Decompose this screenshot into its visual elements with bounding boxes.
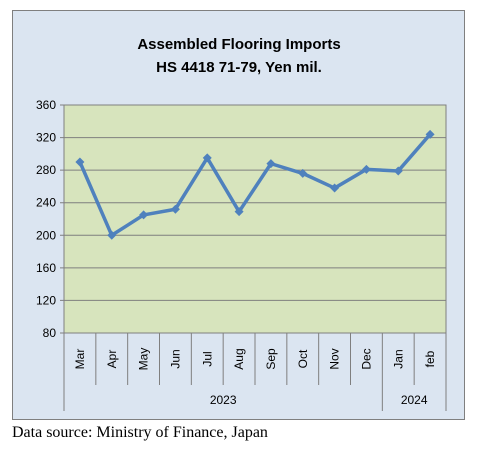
x-tick-label-may: May	[137, 348, 151, 371]
data-point-jul	[202, 153, 212, 163]
y-tick-label-120: 120	[36, 293, 56, 307]
data-point-dec	[361, 164, 371, 174]
data-point-apr	[107, 230, 117, 240]
y-tick-label-320: 320	[36, 131, 56, 145]
x-tick-label-jul: Jul	[200, 351, 214, 366]
data-source-note: Data source: Ministry of Finance, Japan	[12, 424, 268, 441]
data-point-jun	[170, 204, 180, 214]
year-label-2023: 2023	[210, 393, 237, 407]
data-point-nov	[330, 183, 340, 193]
plot-area	[63, 104, 447, 334]
x-tick-label-jan: Jan	[391, 349, 405, 368]
y-tick-label-360: 360	[36, 98, 56, 112]
chart-subtitle: HS 4418 71-79, Yen mil.	[156, 59, 322, 76]
series-line-0	[78, 133, 432, 238]
data-point-mar	[75, 157, 85, 167]
x-axis-year-groups: 2023 2024	[63, 385, 447, 411]
x-tick-label-jun: Jun	[168, 349, 182, 368]
x-axis-ticks: Mar Apr May Jun Jul Aug Sep Oct Nov Dec Jan feb	[63, 333, 447, 385]
chart-title: Assembled Flooring Imports	[137, 36, 340, 53]
data-point-jan	[393, 166, 403, 176]
y-tick-label-200: 200	[36, 228, 56, 242]
chart-frame: Assembled Flooring Imports HS 4418 71-79…	[12, 10, 465, 420]
line-chart: Assembled Flooring Imports HS 4418 71-79…	[36, 36, 447, 411]
year-label-2024: 2024	[401, 393, 428, 407]
data-point-may	[139, 210, 149, 220]
y-axis-ticks: 80 120 160 200 240 280 320 360	[36, 98, 56, 340]
x-tick-label-oct: Oct	[296, 349, 310, 368]
y-tick-label-240: 240	[36, 196, 56, 210]
data-point-aug	[234, 207, 244, 217]
x-tick-label-dec: Dec	[359, 348, 373, 369]
x-tick-label-mar: Mar	[73, 349, 87, 370]
x-tick-label-sep: Sep	[264, 348, 278, 370]
x-tick-label-feb: feb	[423, 350, 437, 367]
x-tick-label-aug: Aug	[232, 348, 246, 369]
grid-lines	[60, 104, 446, 334]
data-point-oct	[298, 168, 308, 178]
y-tick-label-280: 280	[36, 163, 56, 177]
y-tick-label-80: 80	[43, 326, 57, 340]
data-point-feb	[425, 129, 435, 139]
data-point-sep	[266, 159, 276, 169]
x-tick-label-nov: Nov	[328, 348, 342, 369]
y-tick-label-160: 160	[36, 261, 56, 275]
series-layer	[75, 129, 435, 240]
x-tick-label-apr: Apr	[105, 350, 119, 369]
